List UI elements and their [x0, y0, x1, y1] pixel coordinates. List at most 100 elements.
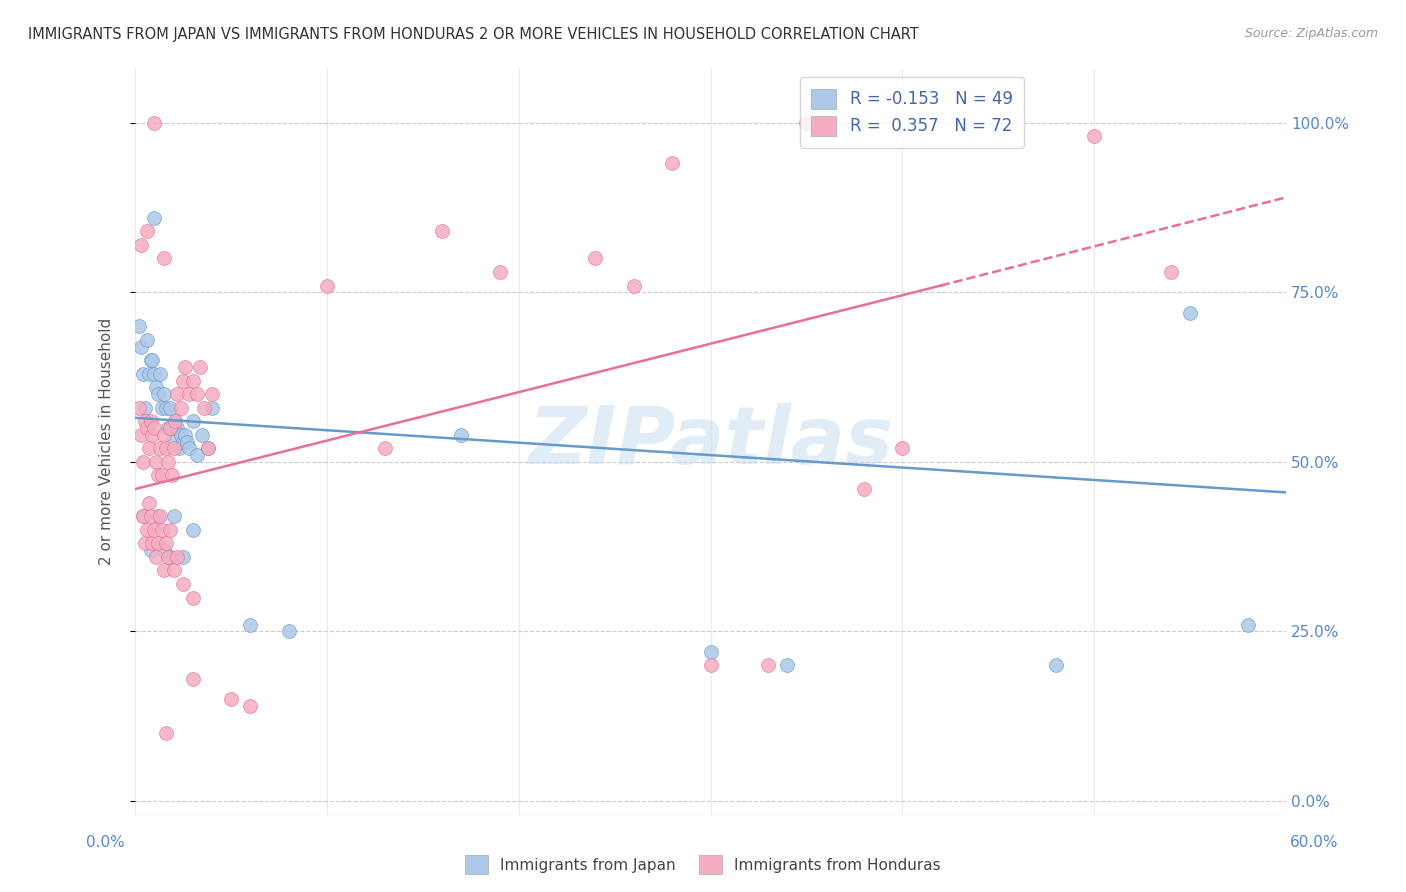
Point	[853, 482, 876, 496]
Point	[141, 536, 163, 550]
Point	[191, 427, 214, 442]
Point	[181, 374, 204, 388]
Point	[177, 442, 200, 456]
Point	[132, 509, 155, 524]
Point	[172, 374, 194, 388]
Point	[148, 536, 170, 550]
Point	[155, 442, 177, 456]
Point	[134, 401, 156, 415]
Point	[134, 414, 156, 428]
Point	[159, 401, 181, 415]
Point	[239, 617, 262, 632]
Point	[143, 523, 166, 537]
Point	[159, 523, 181, 537]
Point	[129, 340, 152, 354]
Point	[129, 427, 152, 442]
Point	[162, 421, 184, 435]
Point	[172, 434, 194, 449]
Point	[159, 549, 181, 564]
Point	[143, 367, 166, 381]
Point	[1236, 617, 1258, 632]
Point	[153, 563, 176, 577]
Point	[153, 427, 176, 442]
Y-axis label: 2 or more Vehicles in Household: 2 or more Vehicles in Household	[100, 318, 114, 566]
Point	[138, 367, 160, 381]
Point	[172, 549, 194, 564]
Point	[145, 455, 167, 469]
Legend: Immigrants from Japan, Immigrants from Honduras: Immigrants from Japan, Immigrants from H…	[460, 849, 946, 880]
Point	[153, 252, 176, 266]
Point	[139, 543, 162, 558]
Text: ZIPatlas: ZIPatlas	[529, 402, 893, 481]
Point	[156, 455, 179, 469]
Point	[197, 442, 219, 456]
Text: 0.0%: 0.0%	[86, 836, 125, 850]
Point	[162, 509, 184, 524]
Point	[143, 211, 166, 225]
Point	[143, 421, 166, 435]
Point	[174, 427, 197, 442]
Point	[699, 658, 721, 673]
Point	[145, 380, 167, 394]
Point	[488, 265, 510, 279]
Point	[239, 699, 262, 714]
Point	[201, 401, 224, 415]
Point	[219, 692, 242, 706]
Point	[150, 468, 173, 483]
Point	[139, 414, 162, 428]
Text: 60.0%: 60.0%	[1291, 836, 1339, 850]
Point	[141, 427, 163, 442]
Point	[155, 536, 177, 550]
Point	[1178, 306, 1201, 320]
Point	[156, 421, 179, 435]
Point	[170, 427, 193, 442]
Point	[1045, 658, 1067, 673]
Point	[661, 156, 683, 170]
Point	[190, 359, 212, 374]
Point	[162, 442, 184, 456]
Point	[623, 278, 645, 293]
Point	[138, 442, 160, 456]
Point	[148, 468, 170, 483]
Point	[160, 468, 183, 483]
Point	[138, 495, 160, 509]
Text: Source: ZipAtlas.com: Source: ZipAtlas.com	[1244, 27, 1378, 40]
Point	[166, 387, 188, 401]
Point	[153, 543, 176, 558]
Point	[776, 658, 799, 673]
Point	[172, 577, 194, 591]
Legend: R = -0.153   N = 49, R =  0.357   N = 72: R = -0.153 N = 49, R = 0.357 N = 72	[800, 77, 1025, 147]
Point	[186, 387, 208, 401]
Point	[149, 509, 172, 524]
Point	[756, 658, 779, 673]
Point	[181, 672, 204, 686]
Point	[177, 387, 200, 401]
Point	[148, 387, 170, 401]
Point	[316, 278, 339, 293]
Point	[135, 523, 157, 537]
Point	[139, 353, 162, 368]
Point	[159, 421, 181, 435]
Point	[186, 448, 208, 462]
Point	[149, 367, 172, 381]
Point	[128, 401, 150, 415]
Point	[155, 401, 177, 415]
Point	[585, 252, 607, 266]
Point	[174, 359, 197, 374]
Point	[169, 442, 191, 456]
Point	[277, 624, 299, 639]
Point	[128, 319, 150, 334]
Point	[796, 116, 818, 130]
Point	[148, 509, 170, 524]
Point	[132, 367, 155, 381]
Point	[129, 238, 152, 252]
Text: IMMIGRANTS FROM JAPAN VS IMMIGRANTS FROM HONDURAS 2 OR MORE VEHICLES IN HOUSEHOL: IMMIGRANTS FROM JAPAN VS IMMIGRANTS FROM…	[28, 27, 920, 42]
Point	[166, 549, 188, 564]
Point	[181, 523, 204, 537]
Point	[150, 401, 173, 415]
Point	[162, 563, 184, 577]
Point	[153, 387, 176, 401]
Point	[891, 442, 914, 456]
Point	[1083, 129, 1105, 144]
Point	[165, 414, 187, 428]
